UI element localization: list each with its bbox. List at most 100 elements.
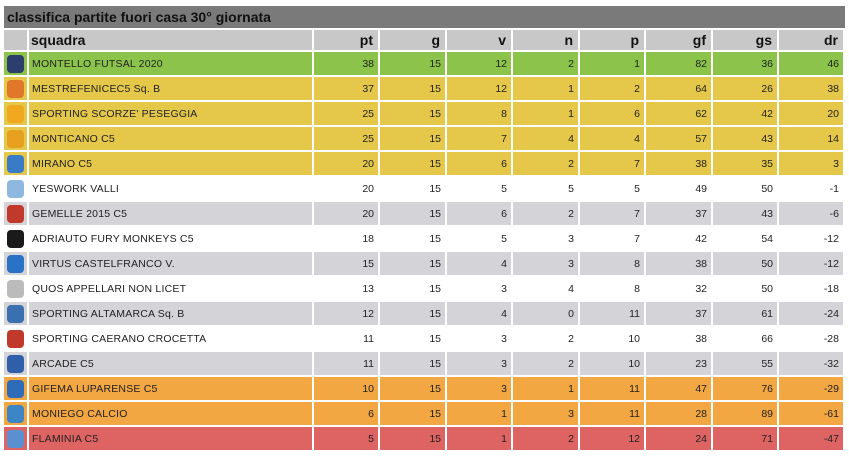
stat-v: 5 (447, 177, 513, 202)
team-name[interactable]: ARCADE C5 (29, 352, 314, 377)
stat-g: 15 (380, 277, 447, 302)
table-row[interactable]: MESTREFENICEC5 Sq. B 37 15 12 1 2 64 26 38 (4, 77, 845, 102)
stat-dr: 38 (779, 77, 845, 102)
stat-pt: 15 (314, 252, 380, 277)
table-row[interactable]: YESWORK VALLI 20 15 5 5 5 49 50 -1 (4, 177, 845, 202)
table-row[interactable]: VIRTUS CASTELFRANCO V. 15 15 4 3 8 38 50 -12 (4, 252, 845, 277)
standings-table: squadra pt g v n p gf gs dr MONTELLO FUT… (4, 30, 845, 452)
stat-n: 2 (513, 152, 580, 177)
dr-header[interactable]: dr (779, 30, 845, 52)
arcade-logo-icon (7, 354, 24, 373)
stat-g: 15 (380, 427, 447, 452)
team-logo-cell (4, 152, 29, 177)
table-row[interactable]: GIFEMA LUPARENSE C5 10 15 3 1 11 47 76 -29 (4, 377, 845, 402)
stat-pt: 13 (314, 277, 380, 302)
team-name[interactable]: MONTELLO FUTSAL 2020 (29, 52, 314, 77)
table-row[interactable]: MONIEGO CALCIO 6 15 1 3 11 28 89 -61 (4, 402, 845, 427)
stat-p: 7 (580, 227, 646, 252)
table-row[interactable]: SPORTING SCORZE' PESEGGIA 25 15 8 1 6 62 42 20 (4, 102, 845, 127)
table-row[interactable]: ARCADE C5 11 15 3 2 10 23 55 -32 (4, 352, 845, 377)
table-row[interactable]: MONTICANO C5 25 15 7 4 4 57 43 14 (4, 127, 845, 152)
team-name[interactable]: VIRTUS CASTELFRANCO V. (29, 252, 314, 277)
team-name[interactable]: GEMELLE 2015 C5 (29, 202, 314, 227)
team-logo-cell (4, 302, 29, 327)
stat-gf: 64 (646, 77, 713, 102)
team-header[interactable]: squadra (29, 30, 314, 52)
stat-gs: 43 (713, 202, 779, 227)
team-name[interactable]: SPORTING SCORZE' PESEGGIA (29, 102, 314, 127)
stat-g: 15 (380, 327, 447, 352)
quos-logo-icon (7, 279, 24, 298)
table-row[interactable]: MONTELLO FUTSAL 2020 38 15 12 2 1 82 36 46 (4, 52, 845, 77)
pt-header[interactable]: pt (314, 30, 380, 52)
stat-dr: 20 (779, 102, 845, 127)
stat-n: 3 (513, 402, 580, 427)
stat-g: 15 (380, 227, 447, 252)
stat-n: 4 (513, 127, 580, 152)
team-name[interactable]: MONIEGO CALCIO (29, 402, 314, 427)
stat-gs: 71 (713, 427, 779, 452)
stat-gs: 66 (713, 327, 779, 352)
stat-g: 15 (380, 52, 447, 77)
gs-header[interactable]: gs (713, 30, 779, 52)
stat-dr: -12 (779, 252, 845, 277)
table-row[interactable]: SPORTING ALTAMARCA Sq. B 12 15 4 0 11 37 61 -24 (4, 302, 845, 327)
team-name[interactable]: MESTREFENICEC5 Sq. B (29, 77, 314, 102)
team-name[interactable]: SPORTING CAERANO CROCETTA (29, 327, 314, 352)
flaminia-logo-icon (7, 429, 24, 448)
table-row[interactable]: SPORTING CAERANO CROCETTA 11 15 3 2 10 38 66 -28 (4, 327, 845, 352)
stat-gf: 28 (646, 402, 713, 427)
stat-p: 6 (580, 102, 646, 127)
team-name[interactable]: MIRANO C5 (29, 152, 314, 177)
team-name[interactable]: QUOS APPELLARI NON LICET (29, 277, 314, 302)
team-name[interactable]: SPORTING ALTAMARCA Sq. B (29, 302, 314, 327)
stat-n: 2 (513, 52, 580, 77)
table-row[interactable]: ADRIAUTO FURY MONKEYS C5 18 15 5 3 7 42 54 -12 (4, 227, 845, 252)
stat-gf: 62 (646, 102, 713, 127)
table-row[interactable]: QUOS APPELLARI NON LICET 13 15 3 4 8 32 50 -18 (4, 277, 845, 302)
team-name[interactable]: GIFEMA LUPARENSE C5 (29, 377, 314, 402)
stat-v: 3 (447, 352, 513, 377)
stat-dr: -61 (779, 402, 845, 427)
stat-v: 1 (447, 427, 513, 452)
stat-gf: 32 (646, 277, 713, 302)
stat-gf: 24 (646, 427, 713, 452)
stat-p: 10 (580, 352, 646, 377)
team-name[interactable]: FLAMINIA C5 (29, 427, 314, 452)
n-header[interactable]: n (513, 30, 580, 52)
team-name[interactable]: ADRIAUTO FURY MONKEYS C5 (29, 227, 314, 252)
stat-v: 4 (447, 302, 513, 327)
team-logo-cell (4, 277, 29, 302)
table-row[interactable]: FLAMINIA C5 5 15 1 2 12 24 71 -47 (4, 427, 845, 452)
stat-gs: 43 (713, 127, 779, 152)
v-header[interactable]: v (447, 30, 513, 52)
stat-pt: 10 (314, 377, 380, 402)
stat-gf: 42 (646, 227, 713, 252)
p-header[interactable]: p (580, 30, 646, 52)
standings-body: MONTELLO FUTSAL 2020 38 15 12 2 1 82 36 46 MESTRE… (4, 52, 845, 452)
stat-v: 6 (447, 202, 513, 227)
table-row[interactable]: MIRANO C5 20 15 6 2 7 38 35 3 (4, 152, 845, 177)
team-logo-cell (4, 252, 29, 277)
stat-dr: -32 (779, 352, 845, 377)
stat-g: 15 (380, 252, 447, 277)
table-title: classifica partite fuori casa 30° giorna… (4, 6, 845, 28)
stat-gs: 54 (713, 227, 779, 252)
stat-dr: -24 (779, 302, 845, 327)
montello-logo-icon (7, 54, 24, 73)
stat-gs: 50 (713, 277, 779, 302)
stat-p: 11 (580, 377, 646, 402)
stat-dr: -12 (779, 227, 845, 252)
stat-n: 2 (513, 327, 580, 352)
table-row[interactable]: GEMELLE 2015 C5 20 15 6 2 7 37 43 -6 (4, 202, 845, 227)
team-name[interactable]: YESWORK VALLI (29, 177, 314, 202)
g-header[interactable]: g (380, 30, 447, 52)
team-name[interactable]: MONTICANO C5 (29, 127, 314, 152)
virtus-logo-icon (7, 254, 24, 273)
stat-gf: 38 (646, 327, 713, 352)
gf-header[interactable]: gf (646, 30, 713, 52)
stat-p: 8 (580, 277, 646, 302)
team-logo-cell (4, 202, 29, 227)
stat-g: 15 (380, 152, 447, 177)
stat-pt: 20 (314, 202, 380, 227)
